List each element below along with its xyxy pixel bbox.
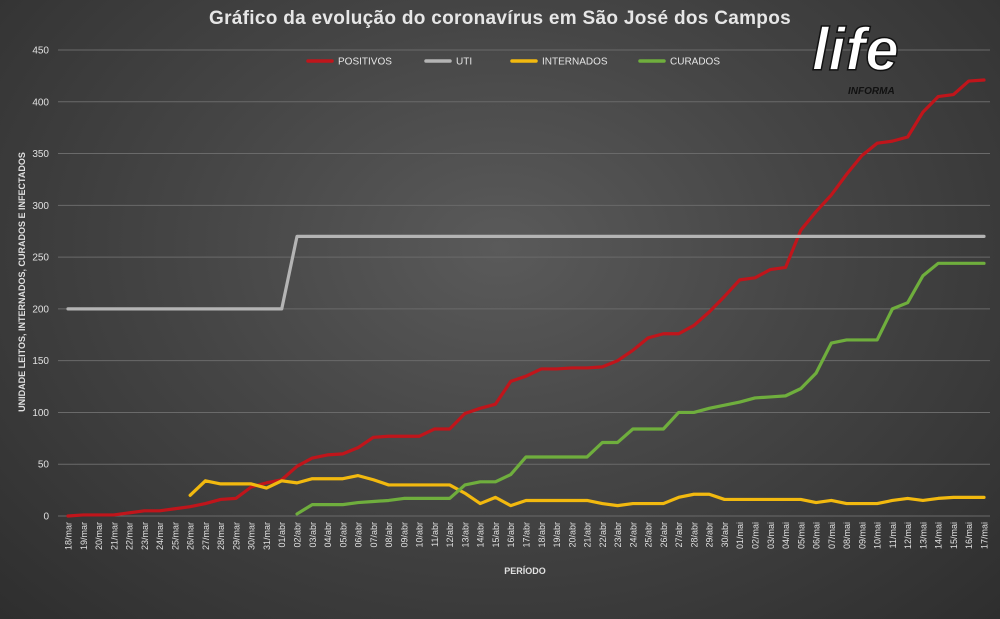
legend-label: UTI: [456, 57, 472, 68]
series-line-uti: [66, 234, 986, 311]
x-tick-label: 11/mai: [888, 522, 898, 548]
x-tick-label: 02/mai: [751, 522, 761, 549]
x-tick-label: 30/abr: [720, 522, 730, 548]
x-tick-label: 22/abr: [598, 522, 608, 548]
svg-text:INFORMA: INFORMA: [848, 86, 895, 97]
x-tick-label: 11/abr: [430, 522, 440, 547]
x-tick-label: 30/mar: [247, 522, 257, 550]
legend-label: INTERNADOS: [542, 57, 608, 68]
x-tick-label: 10/mai: [873, 522, 883, 549]
legend-label: POSITIVOS: [338, 57, 392, 68]
y-tick-label: 50: [38, 460, 50, 471]
x-tick-label: 28/abr: [689, 522, 699, 548]
y-tick-label: 400: [32, 97, 49, 108]
legend-label: CURADOS: [670, 57, 720, 68]
x-tick-label: 19/mar: [79, 522, 89, 550]
chart-title: Gráfico da evolução do coronavírus em Sã…: [209, 8, 791, 29]
y-tick-label: 0: [43, 512, 49, 523]
x-tick-label: 25/abr: [644, 522, 654, 548]
y-tick-label: 100: [32, 408, 49, 419]
x-tick-label: 13/abr: [460, 522, 470, 548]
x-tick-label: 28/mar: [216, 522, 226, 550]
x-tick-label: 12/mai: [903, 522, 913, 549]
x-tick-label: 23/abr: [613, 522, 623, 548]
svg-text:life: life: [812, 16, 899, 83]
series-line-internados: [188, 474, 986, 508]
x-tick-label: 20/mar: [94, 522, 104, 550]
x-tick-label: 06/mai: [812, 522, 822, 549]
x-tick-label: 14/mai: [934, 522, 944, 549]
grid-lines: [58, 49, 990, 517]
x-tick-label: 02/abr: [293, 522, 303, 548]
series-lines: [66, 78, 986, 518]
x-tick-label: 22/mar: [125, 522, 135, 550]
series-line-positivos: [66, 78, 986, 518]
x-tick-label: 26/mar: [186, 522, 196, 550]
legend: POSITIVOS UTI INTERNADOS CURADOS: [306, 57, 720, 68]
x-tick-label: 16/mai: [964, 522, 974, 549]
x-tick-label: 04/mai: [781, 522, 791, 549]
x-tick-label: 25/mar: [170, 522, 180, 550]
x-tick-label: 07/mai: [827, 522, 837, 549]
x-tick-label: 09/abr: [399, 522, 409, 548]
y-tick-label: 300: [32, 201, 49, 212]
x-tick-label: 03/abr: [308, 522, 318, 548]
x-tick-label: 15/abr: [491, 522, 501, 548]
x-tick-label: 24/mar: [155, 522, 165, 550]
x-tick-label: 29/abr: [705, 522, 715, 548]
x-tick-label: 18/mar: [64, 522, 74, 550]
x-tick-label: 14/abr: [476, 522, 486, 548]
y-tick-label: 250: [32, 253, 49, 264]
x-tick-label: 26/abr: [659, 522, 669, 548]
x-tick-label: 03/mai: [766, 522, 776, 549]
x-tick-label: 19/abr: [552, 522, 562, 548]
y-tick-label: 350: [32, 149, 49, 160]
y-axis-label: UNIDADE LEITOS, INTERNADOS, CURADOS E IN…: [17, 152, 27, 412]
x-tick-labels: 18/mar 19/mar 20/mar 21/mar 22/mar 23/mar 24/m…: [64, 522, 990, 550]
x-tick-label: 27/abr: [674, 522, 684, 548]
x-tick-label: 20/abr: [567, 522, 577, 548]
y-tick-label: 150: [32, 356, 49, 367]
x-tick-label: 18/abr: [537, 522, 547, 548]
x-tick-label: 01/mai: [735, 522, 745, 549]
x-tick-label: 06/abr: [354, 522, 364, 548]
x-tick-label: 27/mar: [201, 522, 211, 550]
life-informa-logo: life INFORMA: [811, 15, 899, 97]
x-tick-label: 08/mai: [842, 522, 852, 549]
x-tick-label: 05/abr: [338, 522, 348, 548]
x-tick-label: 31/mar: [262, 522, 272, 550]
x-tick-label: 10/abr: [415, 522, 425, 548]
x-tick-label: 05/mai: [796, 522, 806, 549]
x-tick-label: 23/mar: [140, 522, 150, 550]
x-tick-label: 15/mai: [949, 522, 959, 549]
x-tick-label: 16/abr: [506, 522, 516, 548]
x-axis-label: PERÍODO: [504, 566, 546, 576]
x-tick-label: 21/abr: [583, 522, 593, 548]
x-tick-label: 24/abr: [628, 522, 638, 548]
y-tick-labels: 0 50 100 150 200 250 300 350 400 450: [32, 46, 49, 523]
x-tick-label: 01/abr: [277, 522, 287, 548]
x-tick-label: 07/abr: [369, 522, 379, 548]
x-tick-label: 21/mar: [109, 522, 119, 550]
x-tick-label: 17/abr: [522, 522, 532, 548]
series-line-curados: [295, 261, 986, 516]
x-tick-label: 29/mar: [231, 522, 241, 550]
x-tick-label: 04/abr: [323, 522, 333, 548]
x-tick-label: 17/mai: [980, 522, 990, 549]
x-tick-label: 12/abr: [445, 522, 455, 548]
y-tick-label: 200: [32, 304, 49, 315]
x-tick-label: 13/mai: [918, 522, 928, 549]
x-tick-label: 09/mai: [857, 522, 867, 549]
x-tick-label: 08/abr: [384, 522, 394, 548]
y-tick-label: 450: [32, 46, 49, 57]
